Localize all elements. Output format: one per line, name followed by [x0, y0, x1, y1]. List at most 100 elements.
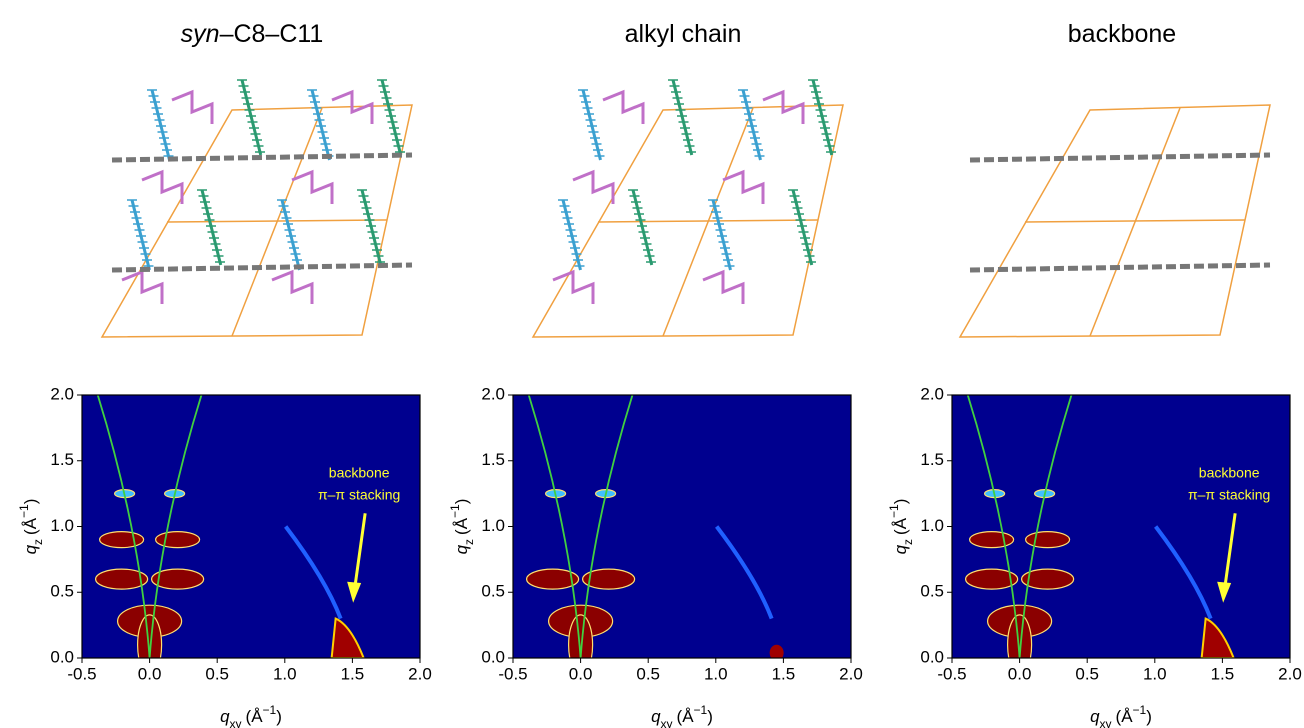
axis-sup: −1 [1133, 703, 1147, 717]
scattering-feature [769, 644, 784, 658]
axis-sub: xy [1100, 717, 1112, 728]
y-tick-label: 2.0 [920, 384, 944, 403]
scattering-feature [1020, 568, 1075, 590]
x-tick-label: 2.0 [839, 664, 863, 683]
backbone [111, 262, 413, 273]
unit-cell [100, 104, 413, 338]
axis-end: ) [276, 707, 282, 726]
backbone [111, 152, 413, 163]
y-label: qz (Å−1) [448, 499, 476, 555]
y-tick-label: 0.5 [920, 582, 944, 601]
chain [702, 269, 745, 304]
x-label: qxy (Å−1) [651, 703, 713, 728]
horizon-curve [1018, 395, 1073, 658]
chain [271, 269, 314, 304]
y-tick-label: 1.5 [50, 450, 74, 469]
axis-sup: −1 [17, 504, 31, 518]
annotation: π–π stacking [1188, 487, 1270, 503]
x-tick-label: 0.5 [205, 664, 229, 683]
axis-unit: (Å [1116, 707, 1134, 726]
panel-title: syn–C8–C11 [181, 20, 324, 48]
backbone [969, 262, 1271, 273]
title-part: –C8–C11 [220, 20, 324, 48]
axis-end: ) [21, 499, 40, 505]
x-label: qxy (Å−1) [220, 703, 282, 728]
scattering-feature [94, 568, 149, 590]
x-tick-label: 0.0 [138, 664, 162, 683]
axis-sub: xy [661, 717, 673, 728]
panel-title: backbone [1068, 20, 1176, 48]
y-tick-label: 0.5 [50, 582, 74, 601]
x-tick-label: 2.0 [1278, 664, 1302, 683]
unit-cell [958, 104, 1271, 338]
axis-sub: z [901, 539, 915, 545]
scattering-feature [968, 531, 1015, 549]
y-tick-label: 0.0 [920, 647, 944, 666]
x-tick-label: -0.5 [498, 664, 527, 683]
x-tick-label: 2.0 [408, 664, 432, 683]
chain [602, 89, 645, 124]
horizon-curve [96, 395, 151, 658]
chain [762, 89, 805, 124]
scattering-feature [568, 614, 594, 658]
unit-cell [1089, 107, 1181, 337]
x-tick-label: 1.0 [1143, 664, 1167, 683]
axis-sup: −1 [694, 703, 708, 717]
intensity-map [525, 395, 784, 658]
x-tick-label: -0.5 [67, 664, 96, 683]
axis-symbol: q [1090, 707, 1100, 726]
axis-end: ) [1146, 707, 1152, 726]
axis-symbol: q [21, 544, 40, 554]
intensity-map [964, 395, 1235, 658]
axis-symbol: q [891, 544, 910, 554]
annotation: π–π stacking [318, 487, 400, 503]
horizon-curve [148, 395, 203, 658]
crystal-structure [100, 79, 413, 338]
axis-unit: (Å [891, 517, 910, 535]
chain [121, 269, 164, 304]
x-label: qxy (Å−1) [1090, 703, 1152, 728]
y-tick-label: 1.5 [481, 450, 505, 469]
scattering-feature [964, 568, 1019, 590]
annotation-arrow [1222, 513, 1237, 593]
x-tick-label: 0.0 [1008, 664, 1032, 683]
annotation-arrow [347, 581, 362, 603]
scattering-feature [98, 531, 145, 549]
horizon-curve [966, 395, 1021, 658]
y-tick-label: 0.0 [481, 647, 505, 666]
backbone [969, 152, 1271, 163]
scattering-feature [525, 568, 580, 590]
axis-sup: −1 [887, 504, 901, 518]
scattering-feature [151, 568, 205, 590]
unit-cell [231, 107, 323, 337]
x-tick-label: 1.5 [1211, 664, 1235, 683]
x-tick-label: 0.0 [569, 664, 593, 683]
axis-symbol: q [651, 707, 661, 726]
y-tick-label: 0.5 [481, 582, 505, 601]
title-part: backbone [1068, 20, 1176, 48]
x-tick-label: -0.5 [937, 664, 966, 683]
x-tick-label: 0.5 [1075, 664, 1099, 683]
title-part: syn [181, 20, 220, 48]
axis-sup: −1 [263, 703, 277, 717]
crystal-structure [958, 104, 1271, 338]
y-label: qz (Å−1) [887, 499, 915, 555]
horizon-curve [527, 395, 582, 658]
y-tick-label: 1.0 [50, 516, 74, 535]
x-tick-label: 1.0 [273, 664, 297, 683]
chain [171, 89, 214, 124]
scattering-feature [581, 568, 636, 590]
crystal-structure [531, 79, 844, 338]
annotation: backbone [1199, 465, 1260, 481]
axis-end: ) [452, 499, 471, 505]
chain [331, 89, 374, 124]
axis-unit: (Å [452, 517, 471, 535]
axis-unit: (Å [21, 517, 40, 535]
scattering-feature [1024, 531, 1071, 549]
y-label: qz (Å−1) [17, 499, 45, 555]
axis-unit: (Å [677, 707, 695, 726]
y-tick-label: 1.0 [481, 516, 505, 535]
chain [291, 169, 334, 204]
unit-cell [662, 107, 754, 337]
